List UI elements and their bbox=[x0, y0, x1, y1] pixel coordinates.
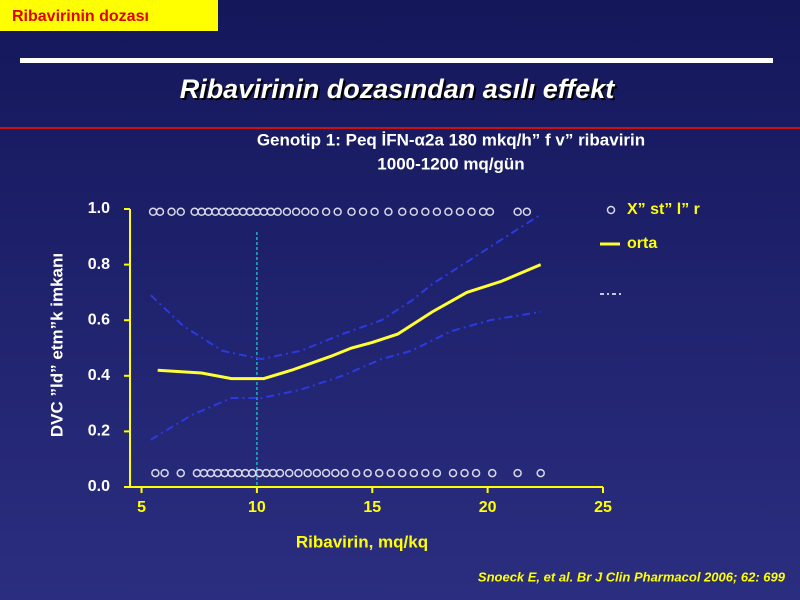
data-point bbox=[444, 207, 453, 217]
data-point bbox=[301, 207, 310, 217]
data-point bbox=[421, 207, 430, 217]
data-point bbox=[432, 207, 442, 217]
slide-tag: Ribavirinin dozası bbox=[12, 8, 149, 25]
x-axis-label: Ribavirin, mq/kq bbox=[296, 532, 428, 551]
data-point bbox=[312, 468, 322, 478]
data-point bbox=[321, 468, 331, 478]
data-point bbox=[448, 468, 458, 478]
data-point bbox=[291, 207, 301, 217]
data-point bbox=[303, 468, 312, 478]
slide-title: Ribavirinin dozasından asılı effekt bbox=[180, 74, 616, 104]
data-point bbox=[284, 468, 294, 478]
data-point bbox=[384, 207, 393, 217]
data-point bbox=[160, 468, 169, 478]
data-point bbox=[273, 207, 282, 217]
data-point bbox=[347, 207, 356, 217]
data-point bbox=[409, 468, 419, 478]
data-point bbox=[522, 207, 532, 217]
data-point bbox=[467, 207, 476, 217]
mean-line bbox=[157, 263, 542, 381]
x-tick-label: 10 bbox=[248, 499, 266, 516]
x-tick-label: 20 bbox=[479, 499, 497, 516]
data-point bbox=[321, 207, 331, 217]
data-point bbox=[294, 468, 303, 478]
data-point bbox=[358, 207, 368, 217]
data-point bbox=[432, 468, 442, 478]
data-point bbox=[155, 207, 165, 217]
data-point bbox=[340, 468, 349, 478]
data-point bbox=[176, 207, 186, 217]
divider bbox=[20, 58, 773, 63]
data-point bbox=[386, 468, 395, 478]
data-point bbox=[151, 468, 160, 478]
y-tick-label: 0.2 bbox=[88, 423, 110, 440]
chart-subtitle: 1000-1200 mq/gün bbox=[377, 154, 524, 173]
data-point bbox=[370, 207, 379, 217]
x-tick-label: 5 bbox=[137, 499, 146, 516]
data-point bbox=[167, 207, 176, 217]
data-point bbox=[487, 468, 497, 478]
data-point bbox=[331, 468, 340, 478]
data-point bbox=[363, 468, 372, 478]
data-point bbox=[471, 468, 481, 478]
data-point bbox=[455, 207, 465, 217]
data-point bbox=[409, 207, 419, 217]
data-point bbox=[282, 207, 292, 217]
legend-label: X” st” l” r bbox=[627, 201, 700, 218]
y-tick-label: 0.6 bbox=[88, 311, 110, 328]
citation: Snoeck E, et al. Br J Clin Pharmacol 200… bbox=[478, 569, 786, 584]
x-tick-label: 15 bbox=[363, 499, 381, 516]
data-point bbox=[398, 468, 407, 478]
y-tick-label: 0.0 bbox=[88, 478, 110, 495]
y-tick-label: 0.8 bbox=[88, 256, 110, 273]
data-point bbox=[374, 468, 384, 478]
y-tick-label: 1.0 bbox=[88, 200, 110, 217]
data-point bbox=[513, 207, 522, 217]
y-tick-label: 0.4 bbox=[88, 367, 110, 384]
data-point bbox=[176, 468, 186, 478]
confidence-line bbox=[150, 213, 542, 361]
data-point bbox=[275, 468, 285, 478]
legend-label: orta bbox=[627, 235, 657, 252]
data-point bbox=[536, 468, 545, 478]
data-point bbox=[485, 207, 495, 217]
data-point bbox=[513, 468, 522, 478]
data-point bbox=[421, 468, 430, 478]
legend-marker bbox=[606, 205, 616, 215]
data-point bbox=[460, 468, 469, 478]
data-point bbox=[310, 207, 319, 217]
divider bbox=[0, 127, 800, 129]
x-tick-label: 25 bbox=[594, 499, 612, 516]
data-point bbox=[351, 468, 361, 478]
y-axis-label: DVC ”ld” etm”k imkanı bbox=[47, 253, 66, 437]
data-point bbox=[333, 207, 342, 217]
tag-box bbox=[0, 0, 218, 31]
confidence-line bbox=[150, 310, 541, 441]
data-point bbox=[398, 207, 407, 217]
chart-title: Genotip 1: Peq İFN-α2a 180 mkq/h” f v” r… bbox=[257, 130, 645, 149]
